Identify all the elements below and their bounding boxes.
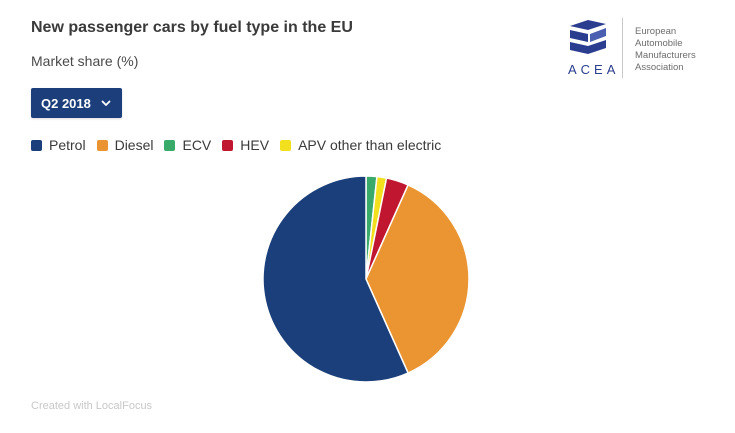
pie-slice-petrol[interactable] bbox=[262, 175, 410, 383]
legend-swatch bbox=[96, 139, 108, 151]
logo-acronym: ACEA bbox=[568, 62, 620, 77]
legend-label: APV other than electric bbox=[298, 137, 442, 153]
chart-subtitle: Market share (%) bbox=[31, 53, 139, 69]
legend-swatch bbox=[222, 139, 234, 151]
logo-name-line: Automobile bbox=[635, 38, 683, 49]
legend-swatch bbox=[280, 139, 292, 151]
chevron-down-icon bbox=[101, 100, 111, 107]
logo-name-line: Association bbox=[635, 62, 684, 73]
logo-divider bbox=[622, 18, 623, 78]
legend-label: Petrol bbox=[49, 137, 86, 153]
chart-title: New passenger cars by fuel type in the E… bbox=[31, 19, 353, 36]
pie-slice-diesel[interactable] bbox=[365, 184, 470, 374]
legend-item[interactable]: HEV bbox=[222, 137, 269, 153]
legend-swatch bbox=[31, 139, 42, 151]
legend-label: HEV bbox=[240, 137, 270, 153]
legend-swatch bbox=[164, 139, 176, 151]
legend-label: Diesel bbox=[114, 137, 154, 153]
chart-legend: Petrol Diesel ECV HEV APV other than electri… bbox=[31, 137, 452, 153]
logo-name-line: Manufacturers bbox=[635, 50, 696, 61]
credit-link[interactable]: Created with LocalFocus bbox=[31, 400, 153, 412]
legend-item[interactable]: ECV bbox=[164, 137, 211, 153]
legend-item[interactable]: Petrol bbox=[31, 137, 86, 153]
period-dropdown-label: Q2 2018 bbox=[41, 95, 91, 111]
logo-organization-name: European Automobile Manufacturers Associ… bbox=[635, 26, 696, 74]
acea-logo-mark bbox=[570, 20, 606, 54]
legend-label: ECV bbox=[182, 137, 212, 153]
legend-item[interactable]: Diesel bbox=[96, 137, 154, 153]
logo-name-line: European bbox=[635, 26, 677, 37]
acea-logo: ACEA European Automobile Manufacturers A… bbox=[566, 18, 726, 80]
legend-item[interactable]: APV other than electric bbox=[280, 137, 441, 153]
period-dropdown[interactable]: Q2 2018 bbox=[31, 88, 122, 118]
